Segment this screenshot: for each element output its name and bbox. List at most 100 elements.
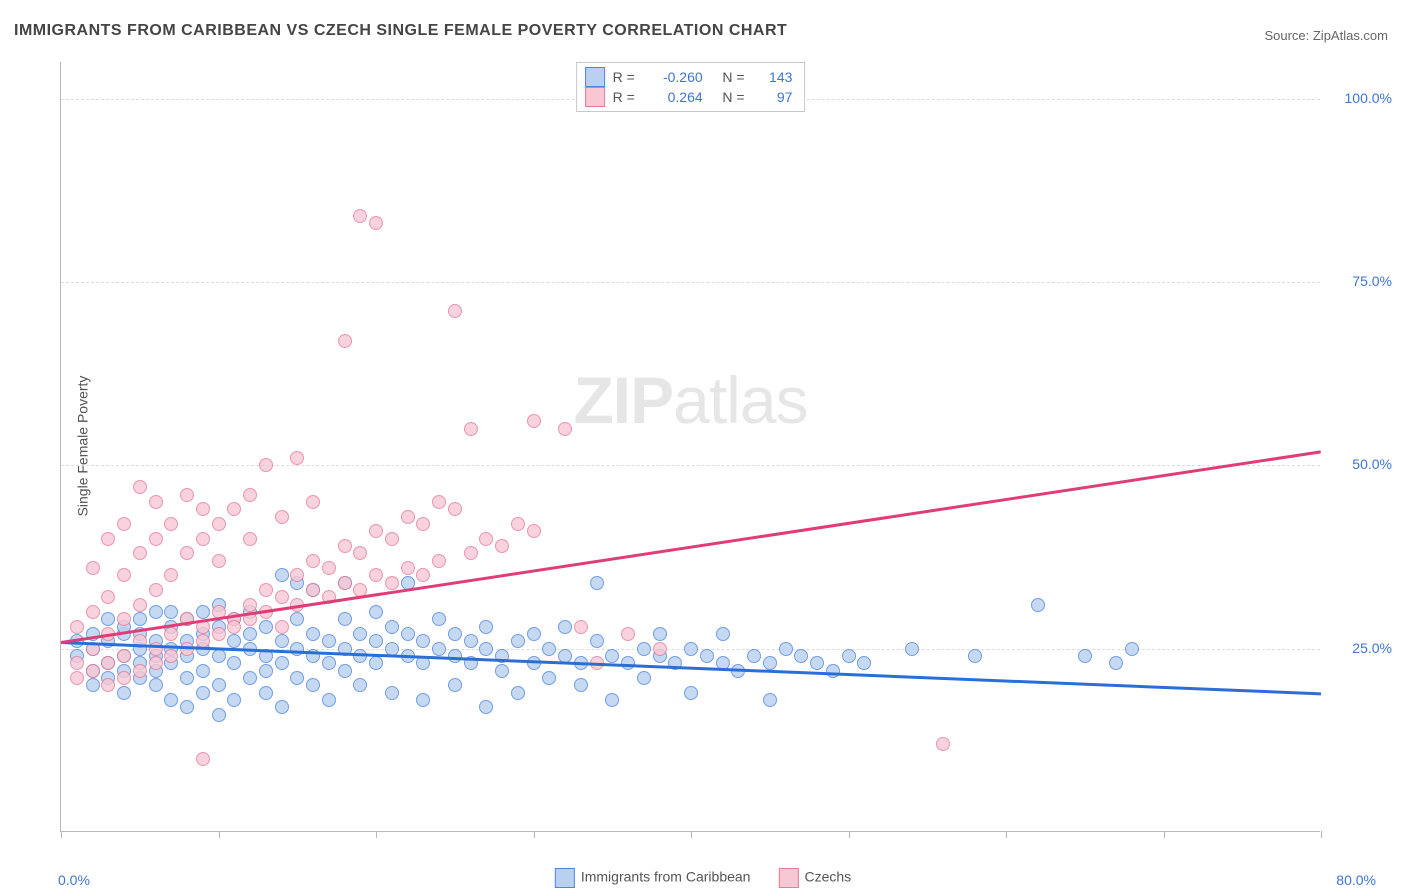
scatter-point-caribbean [385, 686, 399, 700]
x-tick [61, 831, 62, 838]
scatter-point-caribbean [416, 693, 430, 707]
scatter-point-czechs [306, 495, 320, 509]
series-legend-item-czechs: Czechs [778, 868, 851, 888]
scatter-point-caribbean [590, 576, 604, 590]
scatter-point-caribbean [212, 708, 226, 722]
scatter-point-caribbean [196, 605, 210, 619]
scatter-point-caribbean [716, 627, 730, 641]
scatter-point-czechs [275, 590, 289, 604]
source-name: ZipAtlas.com [1313, 28, 1388, 43]
scatter-point-caribbean [164, 693, 178, 707]
scatter-point-czechs [227, 502, 241, 516]
scatter-point-caribbean [842, 649, 856, 663]
n-label: N = [711, 89, 749, 105]
scatter-point-caribbean [275, 700, 289, 714]
scatter-point-czechs [86, 664, 100, 678]
scatter-point-czechs [70, 671, 84, 685]
scatter-point-czechs [149, 583, 163, 597]
scatter-point-caribbean [605, 649, 619, 663]
scatter-point-caribbean [259, 620, 273, 634]
scatter-point-caribbean [180, 671, 194, 685]
scatter-point-caribbean [275, 568, 289, 582]
scatter-point-czechs [212, 627, 226, 641]
scatter-point-caribbean [243, 627, 257, 641]
scatter-point-caribbean [101, 612, 115, 626]
scatter-point-czechs [527, 414, 541, 428]
scatter-point-caribbean [590, 634, 604, 648]
scatter-point-czechs [180, 488, 194, 502]
scatter-point-caribbean [448, 678, 462, 692]
scatter-point-czechs [101, 590, 115, 604]
scatter-point-caribbean [479, 620, 493, 634]
scatter-point-czechs [259, 583, 273, 597]
scatter-point-caribbean [353, 627, 367, 641]
scatter-point-czechs [133, 480, 147, 494]
scatter-point-czechs [227, 620, 241, 634]
scatter-point-caribbean [448, 627, 462, 641]
scatter-point-caribbean [196, 686, 210, 700]
scatter-point-czechs [353, 209, 367, 223]
scatter-point-czechs [243, 532, 257, 546]
scatter-point-caribbean [369, 634, 383, 648]
series-legend-item-caribbean: Immigrants from Caribbean [555, 868, 751, 888]
scatter-point-caribbean [322, 656, 336, 670]
scatter-point-caribbean [306, 678, 320, 692]
legend-swatch-czechs [585, 87, 605, 107]
scatter-point-caribbean [86, 678, 100, 692]
scatter-point-czechs [212, 517, 226, 531]
scatter-point-caribbean [432, 642, 446, 656]
scatter-point-caribbean [227, 634, 241, 648]
trend-line-czechs [61, 451, 1321, 644]
scatter-point-caribbean [542, 671, 556, 685]
scatter-point-caribbean [290, 642, 304, 656]
scatter-point-caribbean [763, 656, 777, 670]
scatter-point-czechs [275, 510, 289, 524]
scatter-point-caribbean [826, 664, 840, 678]
scatter-point-czechs [464, 422, 478, 436]
scatter-point-caribbean [653, 627, 667, 641]
scatter-point-caribbean [227, 693, 241, 707]
scatter-point-caribbean [542, 642, 556, 656]
scatter-point-czechs [196, 532, 210, 546]
r-value: -0.260 [647, 69, 703, 85]
x-tick [849, 831, 850, 838]
scatter-point-czechs [338, 334, 352, 348]
scatter-point-caribbean [1125, 642, 1139, 656]
scatter-point-caribbean [117, 686, 131, 700]
scatter-point-caribbean [763, 693, 777, 707]
watermark: ZIPatlas [573, 362, 807, 438]
scatter-point-czechs [70, 620, 84, 634]
scatter-point-czechs [101, 656, 115, 670]
scatter-point-caribbean [857, 656, 871, 670]
chart-title: IMMIGRANTS FROM CARIBBEAN VS CZECH SINGL… [14, 22, 787, 40]
x-tick [376, 831, 377, 838]
scatter-point-czechs [196, 502, 210, 516]
x-tick [534, 831, 535, 838]
scatter-point-caribbean [212, 649, 226, 663]
legend-swatch-caribbean [585, 67, 605, 87]
scatter-point-czechs [432, 554, 446, 568]
scatter-point-czechs [86, 561, 100, 575]
scatter-point-czechs [369, 524, 383, 538]
scatter-point-czechs [180, 546, 194, 560]
scatter-point-czechs [259, 458, 273, 472]
y-tick-label: 75.0% [1328, 273, 1392, 289]
corr-legend-row-caribbean: R = -0.260 N = 143 [585, 67, 793, 87]
r-value: 0.264 [647, 89, 703, 105]
scatter-point-czechs [70, 656, 84, 670]
r-label: R = [613, 69, 639, 85]
scatter-point-czechs [212, 554, 226, 568]
scatter-point-czechs [117, 568, 131, 582]
scatter-point-czechs [574, 620, 588, 634]
scatter-point-caribbean [479, 700, 493, 714]
scatter-point-caribbean [322, 693, 336, 707]
scatter-point-czechs [495, 539, 509, 553]
scatter-point-czechs [306, 583, 320, 597]
scatter-point-caribbean [1109, 656, 1123, 670]
scatter-point-czechs [385, 532, 399, 546]
scatter-point-caribbean [637, 671, 651, 685]
gridline [61, 282, 1320, 283]
scatter-point-czechs [164, 568, 178, 582]
scatter-point-czechs [416, 568, 430, 582]
scatter-point-caribbean [810, 656, 824, 670]
